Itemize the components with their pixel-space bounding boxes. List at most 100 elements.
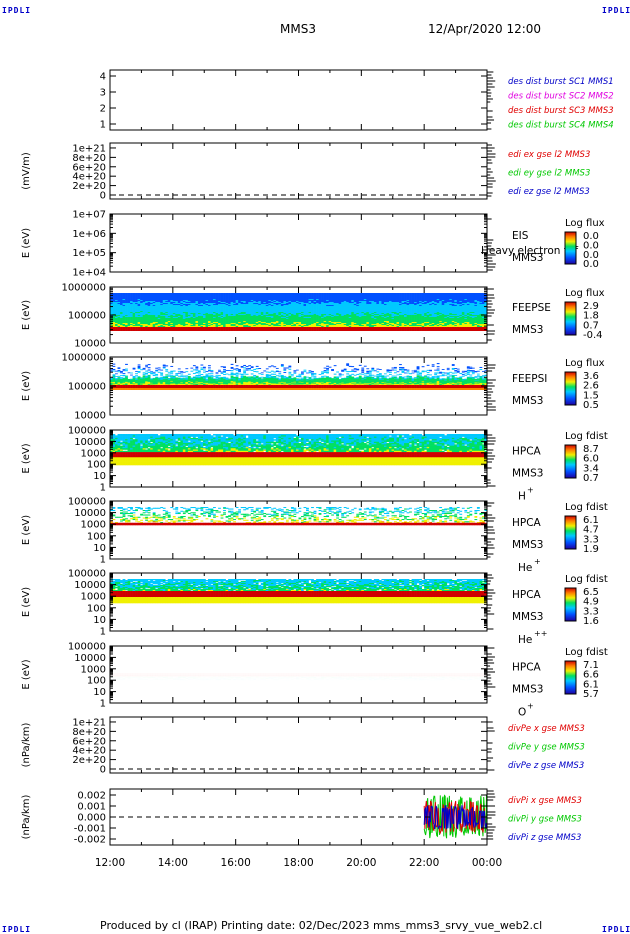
- spectrogram-cell: [308, 327, 312, 331]
- spectrogram-cell: [130, 295, 133, 297]
- colorbar: [564, 231, 577, 265]
- spectrogram-cell: [137, 327, 141, 331]
- spectrogram-cell: [117, 293, 121, 295]
- spectrogram-cell: [122, 305, 126, 307]
- spectrogram-cell: [150, 296, 154, 298]
- spectrogram-cell: [115, 316, 118, 318]
- spectrogram-cell: [137, 316, 141, 318]
- spectrogram-cell: [210, 327, 214, 331]
- spectrogram-cell: [145, 297, 148, 299]
- spectrogram-cell: [132, 309, 136, 311]
- spectrogram-cell: [155, 303, 159, 305]
- spectrogram-cell: [135, 304, 138, 306]
- spectrogram-cell: [383, 327, 387, 331]
- spectrogram-cell: [112, 325, 116, 327]
- spectrogram-cell: [273, 327, 277, 331]
- spectrogram-cell: [150, 320, 154, 322]
- y-tick-label: 1e+06: [72, 229, 106, 240]
- spectrogram-cell: [122, 304, 126, 306]
- spectrogram-cell: [122, 308, 126, 310]
- spectrogram-cell: [130, 326, 133, 328]
- spectrogram-cell: [233, 327, 236, 331]
- spectrogram-cell: [288, 327, 292, 331]
- spectrogram-cell: [122, 310, 126, 312]
- spectrogram-cell: [152, 326, 156, 328]
- spacecraft-title: MMS3: [280, 22, 316, 36]
- spectrogram-cell: [132, 297, 136, 299]
- spectrogram-cell: [110, 326, 113, 328]
- spectrogram-cell: [117, 304, 121, 306]
- spectrogram-cell: [155, 327, 159, 331]
- spectrogram-cell: [140, 312, 143, 314]
- spectrogram-cell: [115, 311, 118, 313]
- colorbar-tick-label: 0.0: [583, 259, 599, 270]
- spectrogram-cell: [298, 327, 302, 331]
- spectrogram-cell: [127, 305, 131, 307]
- spectrogram-cell: [147, 300, 151, 302]
- spectrogram-cell: [117, 307, 121, 309]
- spectrogram-cell: [147, 319, 151, 321]
- spectrogram-cell: [130, 327, 133, 331]
- spectrogram-cell: [421, 327, 425, 331]
- colorbar-title: Log flux: [565, 218, 605, 229]
- spectrogram-cell: [135, 313, 138, 315]
- spectrogram-cell: [117, 310, 121, 312]
- spectrogram-cell: [122, 326, 126, 328]
- spectrogram-cell: [125, 310, 128, 312]
- spectrogram-cell: [120, 311, 123, 313]
- spectrogram-cell: [112, 320, 116, 322]
- spectrogram-cell: [142, 299, 146, 301]
- spectrogram-cell: [127, 300, 131, 302]
- spectrogram-cell: [145, 323, 148, 325]
- spectrogram-cell: [130, 320, 133, 322]
- spectrogram-cell: [142, 296, 146, 298]
- spectrogram-cell: [125, 326, 128, 328]
- spectrogram-cell: [112, 293, 116, 295]
- spectrogram-cell: [120, 327, 123, 331]
- spectrogram-cell: [278, 327, 282, 331]
- spectrogram-cell: [142, 320, 146, 322]
- spectrogram-cell: [142, 310, 146, 312]
- spectrogram-cell: [130, 323, 133, 325]
- spectrogram-cell: [152, 321, 156, 323]
- spectrogram-cell: [115, 310, 118, 312]
- legend-label: des dist burst SC3 MMS3: [508, 106, 614, 116]
- spectrogram-cell: [120, 315, 123, 317]
- spectrogram-cell: [150, 295, 154, 297]
- spectrogram-cell: [117, 298, 121, 300]
- spectrogram-cell: [130, 303, 133, 305]
- spectrogram-cell: [301, 327, 304, 331]
- spectrogram-cell: [160, 327, 164, 331]
- spectrogram-cell: [175, 327, 179, 331]
- spectrogram-cell: [115, 312, 118, 314]
- spectrogram-cell: [376, 327, 380, 331]
- y-tick-label: 1e+04: [72, 268, 106, 279]
- spectrogram-cell: [120, 312, 123, 314]
- spectrogram-cell: [140, 310, 143, 312]
- spectrogram-cell: [147, 310, 151, 312]
- spectrogram-cell: [120, 295, 123, 297]
- spectrogram-cell: [270, 327, 274, 331]
- spectrogram-cell: [157, 327, 161, 331]
- spectrogram-cell: [137, 302, 141, 304]
- spectrogram-cell: [122, 306, 126, 308]
- spectrogram-cell: [152, 306, 156, 308]
- spectrogram-cell: [135, 298, 138, 300]
- spectrogram-cell: [117, 318, 121, 320]
- spectrogram-cell: [115, 296, 118, 298]
- spectrogram-cell: [132, 324, 136, 326]
- y-tick-label: 4: [100, 72, 106, 83]
- spectrogram-cell: [122, 296, 126, 298]
- spectrogram-cell: [351, 327, 355, 331]
- spectrogram-cell: [135, 317, 138, 319]
- spectrogram-cell: [152, 307, 156, 309]
- spectrogram-cell: [140, 294, 143, 296]
- legend-label: des dist burst SC2 MMS2: [508, 92, 614, 102]
- spectrogram-cell: [120, 320, 123, 322]
- spectrogram-cell: [115, 295, 118, 297]
- spectrogram-cell: [137, 297, 141, 299]
- spectrogram-cell: [135, 321, 138, 323]
- spectrogram-cell: [155, 296, 159, 298]
- spectrogram-cell: [434, 327, 438, 331]
